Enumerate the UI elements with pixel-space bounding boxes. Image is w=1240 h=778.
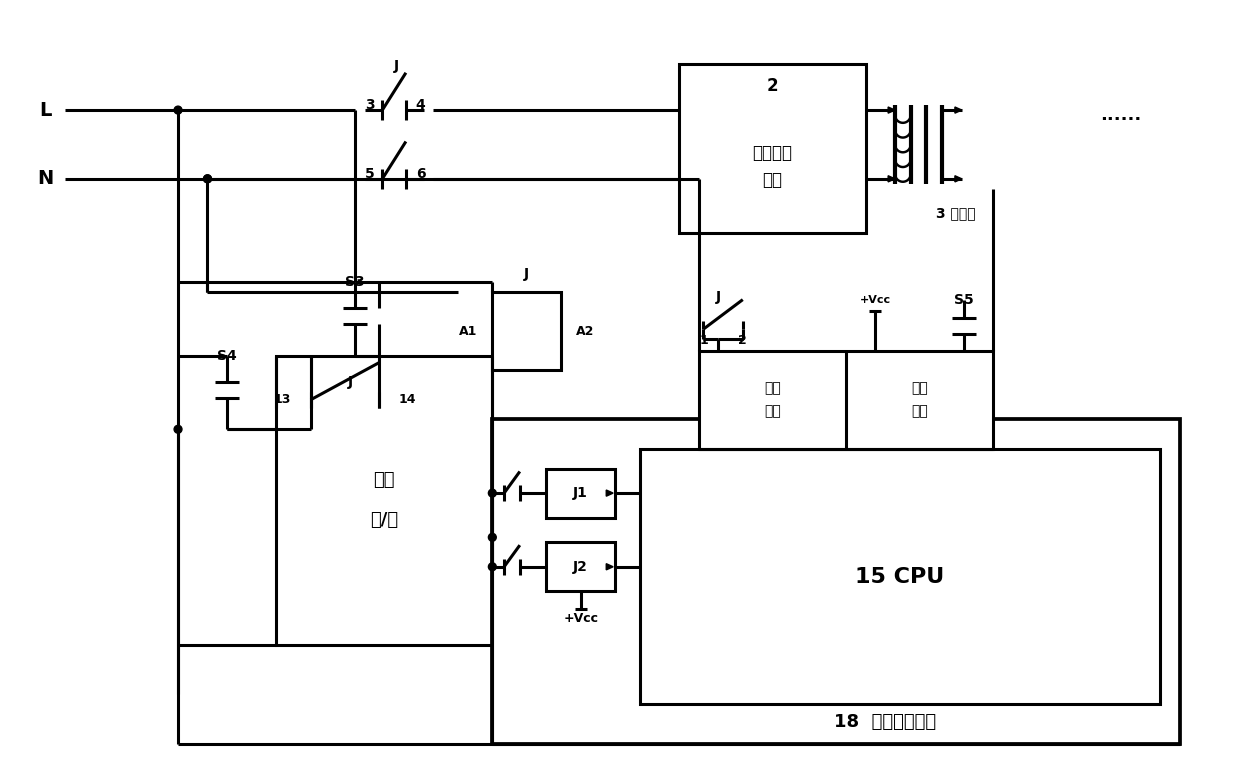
- Text: 接流: 接流: [911, 381, 928, 395]
- Text: 6: 6: [415, 167, 425, 181]
- Bar: [547, 542, 615, 591]
- Text: 模块: 模块: [763, 171, 782, 189]
- Text: ......: ......: [1100, 106, 1142, 124]
- Text: S3: S3: [345, 275, 365, 289]
- Polygon shape: [888, 107, 895, 113]
- Bar: [698, 351, 993, 449]
- Text: J: J: [525, 267, 529, 281]
- Circle shape: [203, 175, 212, 183]
- Circle shape: [174, 426, 182, 433]
- Text: 1: 1: [699, 335, 708, 347]
- Text: 15 CPU: 15 CPU: [856, 566, 945, 587]
- Text: J1: J1: [573, 486, 588, 500]
- Polygon shape: [955, 107, 962, 113]
- Text: 移相调压: 移相调压: [753, 144, 792, 163]
- Text: N: N: [37, 170, 53, 188]
- Text: 5: 5: [365, 167, 374, 181]
- Text: S5: S5: [954, 293, 973, 307]
- Text: 18  高温炉控制器: 18 高温炉控制器: [835, 713, 936, 731]
- Circle shape: [489, 489, 496, 497]
- Bar: [640, 449, 1161, 704]
- Text: 2: 2: [766, 76, 777, 94]
- Text: 辅助: 辅助: [764, 381, 781, 395]
- Bar: [492, 419, 1179, 744]
- Text: S4: S4: [217, 349, 237, 363]
- Polygon shape: [606, 564, 613, 569]
- Bar: [680, 64, 866, 233]
- Text: A1: A1: [459, 324, 477, 338]
- Text: L: L: [40, 100, 52, 120]
- Text: J: J: [347, 375, 352, 389]
- Bar: [492, 292, 560, 370]
- Text: 14: 14: [399, 394, 417, 406]
- Text: 2: 2: [738, 335, 748, 347]
- Polygon shape: [955, 176, 962, 182]
- Polygon shape: [606, 490, 613, 496]
- Text: +Vcc: +Vcc: [859, 295, 890, 305]
- Text: J2: J2: [573, 559, 588, 573]
- Text: A2: A2: [575, 324, 594, 338]
- Circle shape: [174, 106, 182, 114]
- Text: 3: 3: [365, 98, 374, 112]
- Text: J: J: [715, 289, 720, 303]
- Text: 启/停: 启/停: [371, 510, 398, 528]
- Text: 触点: 触点: [764, 405, 781, 419]
- Text: 3 变压器: 3 变压器: [936, 206, 976, 220]
- Text: 遥控: 遥控: [373, 471, 396, 489]
- Bar: [277, 356, 492, 645]
- Circle shape: [489, 562, 496, 571]
- Circle shape: [203, 175, 212, 183]
- Text: J: J: [393, 59, 398, 73]
- Text: 13: 13: [274, 394, 291, 406]
- Text: +Vcc: +Vcc: [563, 612, 598, 626]
- Circle shape: [489, 534, 496, 541]
- Bar: [547, 468, 615, 517]
- Polygon shape: [888, 176, 895, 182]
- Text: 4: 4: [415, 98, 425, 112]
- Text: 启动: 启动: [911, 405, 928, 419]
